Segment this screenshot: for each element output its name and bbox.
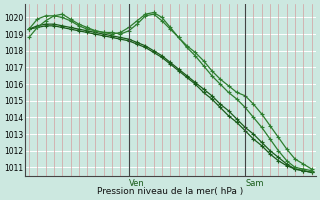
Text: Sam: Sam <box>245 179 264 188</box>
X-axis label: Pression niveau de la mer( hPa ): Pression niveau de la mer( hPa ) <box>97 187 244 196</box>
Text: Ven: Ven <box>129 179 145 188</box>
